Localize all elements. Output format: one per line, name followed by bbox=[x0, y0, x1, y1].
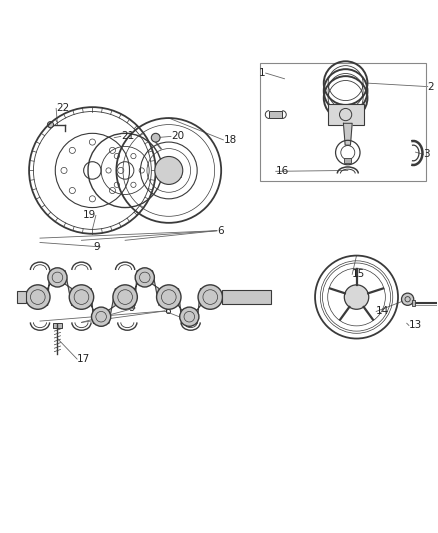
Polygon shape bbox=[48, 271, 72, 305]
Bar bbox=[261, 63, 426, 181]
Circle shape bbox=[151, 133, 160, 142]
Circle shape bbox=[113, 285, 138, 309]
Text: 13: 13 bbox=[409, 320, 422, 330]
Text: 6: 6 bbox=[164, 306, 171, 316]
Circle shape bbox=[25, 285, 50, 309]
Text: 22: 22 bbox=[56, 103, 69, 114]
Bar bbox=[344, 158, 351, 163]
Bar bbox=[412, 300, 416, 306]
Text: 12: 12 bbox=[249, 291, 262, 301]
Text: 9: 9 bbox=[128, 303, 135, 313]
Polygon shape bbox=[343, 123, 352, 145]
Circle shape bbox=[47, 122, 53, 128]
Text: 19: 19 bbox=[83, 211, 96, 221]
Circle shape bbox=[180, 307, 199, 326]
Text: 2: 2 bbox=[427, 82, 434, 92]
Bar bbox=[328, 104, 364, 125]
Bar bbox=[223, 290, 271, 304]
Circle shape bbox=[156, 285, 181, 309]
Circle shape bbox=[344, 285, 369, 309]
Circle shape bbox=[402, 293, 414, 305]
Text: 16: 16 bbox=[276, 166, 289, 176]
Text: 1: 1 bbox=[259, 68, 266, 78]
Circle shape bbox=[155, 157, 183, 184]
Polygon shape bbox=[179, 288, 201, 324]
Text: 9: 9 bbox=[94, 242, 100, 252]
Bar bbox=[17, 291, 25, 303]
Bar bbox=[269, 111, 283, 118]
Circle shape bbox=[92, 307, 111, 326]
Text: 17: 17 bbox=[77, 354, 90, 364]
Text: 15: 15 bbox=[352, 269, 365, 279]
Polygon shape bbox=[91, 288, 115, 324]
Text: 21: 21 bbox=[121, 132, 134, 141]
Bar bbox=[53, 323, 62, 328]
Circle shape bbox=[69, 285, 94, 309]
Text: 18: 18 bbox=[223, 135, 237, 145]
Circle shape bbox=[198, 285, 223, 309]
Text: 20: 20 bbox=[171, 132, 184, 141]
Circle shape bbox=[48, 268, 67, 287]
Text: 3: 3 bbox=[424, 149, 430, 159]
Circle shape bbox=[135, 268, 154, 287]
Text: 6: 6 bbox=[217, 225, 223, 236]
Text: 14: 14 bbox=[376, 306, 389, 317]
Polygon shape bbox=[135, 271, 159, 305]
